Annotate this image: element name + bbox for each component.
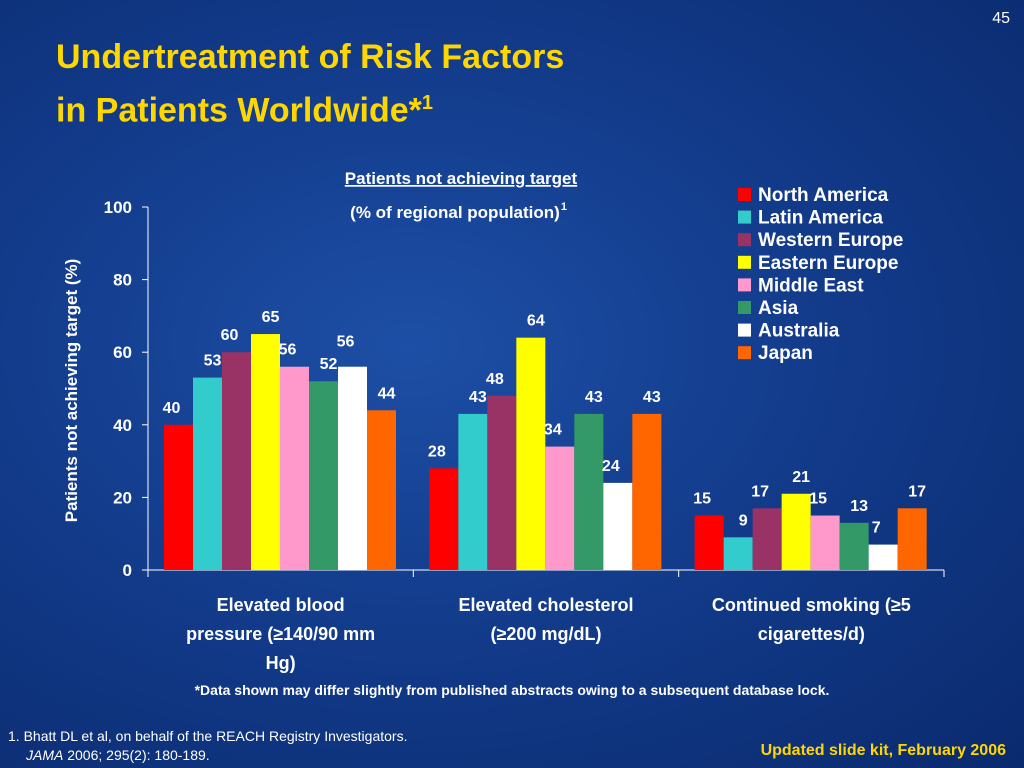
- legend-swatch: [738, 346, 751, 360]
- bar-asia: [574, 413, 604, 570]
- data-label: 34: [544, 422, 562, 439]
- footnote-data-note: *Data shown may differ slightly from pub…: [194, 682, 830, 698]
- bar-australia: [338, 366, 367, 570]
- data-label: 40: [163, 400, 181, 417]
- legend-label: Asia: [758, 298, 799, 319]
- legend-label: Japan: [758, 343, 813, 364]
- legend-label: Eastern Europe: [758, 253, 898, 274]
- category-label: Continued smoking (≥5: [712, 595, 911, 615]
- legend-swatch: [738, 255, 751, 269]
- chart-title: Patients not achieving target: [345, 169, 578, 188]
- bar-western-europe: [487, 395, 517, 570]
- reference-journal: JAMA: [26, 747, 64, 763]
- data-label: 43: [585, 389, 603, 406]
- reference-line-2: JAMA 2006; 295(2): 180-189.: [8, 746, 407, 765]
- bar-latin-america: [458, 413, 488, 570]
- category-label: (≥200 mg/dL): [491, 624, 602, 644]
- category-label: cigarettes/d): [758, 624, 865, 644]
- data-label: 21: [792, 469, 810, 486]
- data-label: 44: [378, 385, 396, 402]
- bar-australia: [603, 482, 633, 570]
- data-label: 24: [602, 458, 620, 475]
- reference: 1. Bhatt DL et al, on behalf of the REAC…: [8, 727, 407, 765]
- y-tick-label: 0: [123, 561, 132, 580]
- category-label: Elevated blood: [217, 595, 345, 615]
- title-line-2: in Patients Worldwide*1: [56, 80, 564, 133]
- y-tick-label: 20: [113, 488, 132, 507]
- slide-title: Undertreatment of Risk Factors in Patien…: [56, 34, 564, 133]
- legend-label: Latin America: [758, 208, 883, 229]
- data-label: 53: [204, 353, 222, 370]
- title-line-2-text: in Patients Worldwide*: [56, 91, 422, 130]
- category-label: Hg): [266, 653, 296, 673]
- data-label: 60: [221, 327, 239, 344]
- data-label: 56: [279, 342, 297, 359]
- bar-japan: [367, 410, 396, 570]
- bar-western-europe: [222, 352, 251, 570]
- legend-label: Western Europe: [758, 230, 903, 251]
- bar-north-america: [164, 424, 193, 570]
- bar-eastern-europe: [516, 337, 546, 570]
- legend-swatch: [738, 233, 751, 247]
- legend-swatch: [738, 188, 751, 201]
- bar-asia: [839, 522, 869, 570]
- data-label: 43: [469, 389, 487, 406]
- bar-australia: [868, 544, 898, 570]
- data-label: 7: [872, 520, 881, 537]
- reference-line-1: 1. Bhatt DL et al, on behalf of the REAC…: [8, 728, 408, 744]
- y-axis-label: Patients not achieving target (%): [62, 259, 81, 523]
- category-label: pressure (≥140/90 mm: [186, 624, 375, 644]
- data-label: 15: [809, 491, 827, 508]
- y-tick-label: 80: [113, 271, 132, 290]
- bar-middle-east: [280, 366, 309, 570]
- chart-subtitle-superscript: 1: [561, 201, 567, 213]
- bar-latin-america: [723, 537, 753, 570]
- updated-note: Updated slide kit, February 2006: [760, 742, 1006, 759]
- bar-latin-america: [193, 377, 222, 570]
- bar-north-america: [694, 515, 724, 570]
- data-label: 56: [337, 334, 355, 351]
- data-label: 48: [486, 371, 504, 388]
- legend-swatch: [738, 323, 751, 337]
- y-tick-label: 40: [113, 416, 132, 435]
- legend-swatch: [738, 301, 751, 314]
- title-superscript: 1: [421, 92, 433, 114]
- bar-japan: [897, 508, 927, 570]
- bar-asia: [309, 381, 338, 570]
- data-label: 43: [643, 389, 661, 406]
- legend-swatch: [738, 210, 751, 224]
- title-line-1: Undertreatment of Risk Factors: [56, 38, 565, 76]
- bar-western-europe: [752, 508, 782, 570]
- bar-middle-east: [810, 515, 840, 570]
- legend-label: Australia: [758, 321, 840, 342]
- data-label: 13: [850, 498, 868, 515]
- data-label: 52: [320, 356, 338, 373]
- slide-number: 45: [992, 10, 1010, 27]
- legend-swatch: [738, 278, 751, 292]
- bar-north-america: [429, 468, 459, 570]
- data-label: 15: [693, 491, 711, 508]
- legend-label: North America: [758, 185, 889, 206]
- bar-middle-east: [545, 446, 575, 570]
- chart-subtitle: (% of regional population): [350, 203, 560, 222]
- reference-details: 2006; 295(2): 180-189.: [63, 747, 210, 763]
- data-label: 65: [262, 309, 280, 326]
- y-tick-label: 100: [104, 198, 132, 217]
- category-label: Elevated cholesterol: [458, 595, 633, 615]
- y-tick-label: 60: [113, 343, 132, 362]
- data-label: 9: [739, 512, 748, 529]
- bar-eastern-europe: [781, 493, 811, 570]
- bar-eastern-europe: [251, 334, 280, 570]
- data-label: 28: [428, 443, 446, 460]
- data-label: 17: [751, 483, 769, 500]
- bar-japan: [632, 413, 662, 570]
- legend-label: Middle East: [758, 275, 864, 296]
- data-label: 64: [527, 313, 545, 330]
- data-label: 17: [908, 483, 926, 500]
